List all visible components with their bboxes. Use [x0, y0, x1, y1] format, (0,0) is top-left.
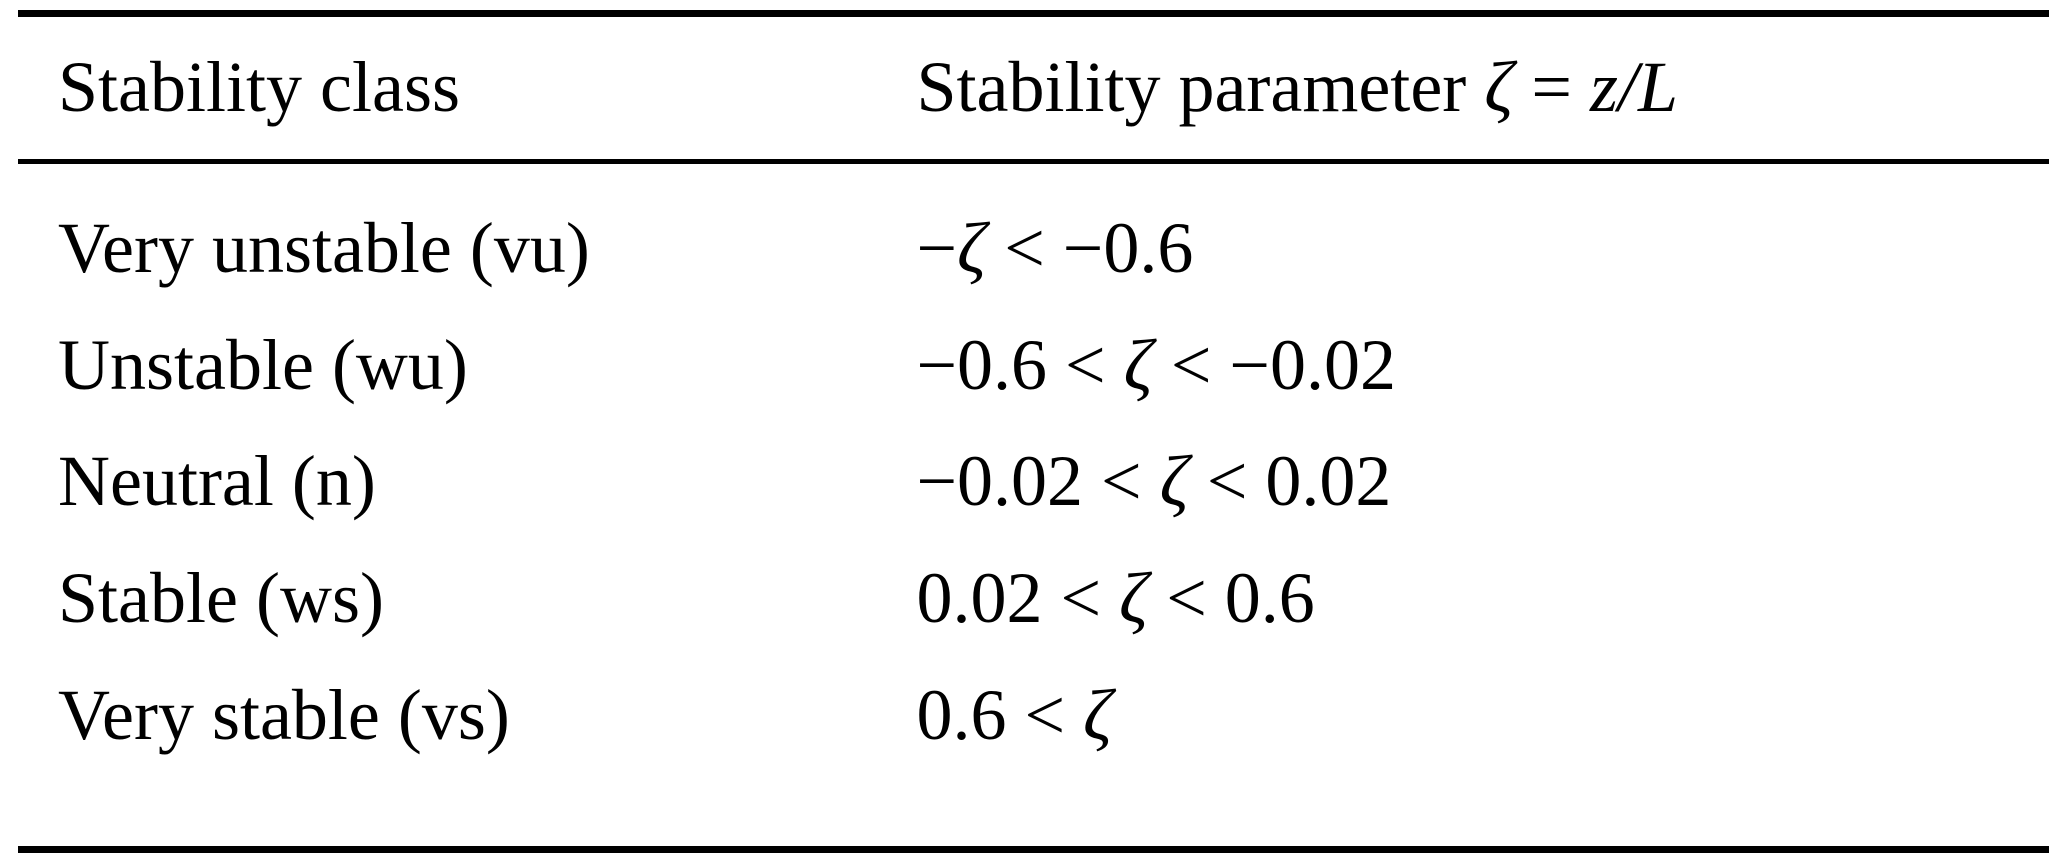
- stability-parameter-cell: −0.6 < ζ < −0.02: [916, 324, 1397, 405]
- stability-parameter-cell: −ζ < −0.6: [916, 208, 1194, 288]
- header-stability-class: Stability class: [58, 47, 460, 127]
- stability-class-cell: Very stable (vs): [58, 674, 510, 755]
- stability-class-table: Stability class Stability parameter ζ = …: [18, 10, 2049, 853]
- stability-class-cell: Very unstable (vu): [58, 208, 590, 288]
- stability-parameter-cell: 0.6 < ζ: [916, 674, 1113, 755]
- table-row: Very stable (vs) 0.6 < ζ: [58, 657, 2009, 774]
- stability-parameter-cell: −0.02 < ζ < 0.02: [916, 441, 1392, 522]
- stability-class-cell: Unstable (wu): [58, 324, 468, 405]
- table-row: Neutral (n) −0.02 < ζ < 0.02: [58, 423, 2009, 540]
- table-row: Stable (ws) 0.02 < ζ < 0.6: [58, 540, 2009, 657]
- table-row: Very unstable (vu) −ζ < −0.6: [58, 190, 2009, 307]
- stability-class-cell: Stable (ws): [58, 557, 384, 638]
- table-row: Unstable (wu) −0.6 < ζ < −0.02: [58, 307, 2009, 424]
- stability-class-cell: Neutral (n): [58, 441, 376, 522]
- header-stability-parameter: Stability parameter ζ = z/L: [916, 47, 1679, 127]
- table-body: Very unstable (vu) −ζ < −0.6 Unstable (w…: [18, 164, 2049, 846]
- table-header-row: Stability class Stability parameter ζ = …: [18, 17, 2049, 164]
- stability-parameter-cell: 0.02 < ζ < 0.6: [916, 557, 1315, 638]
